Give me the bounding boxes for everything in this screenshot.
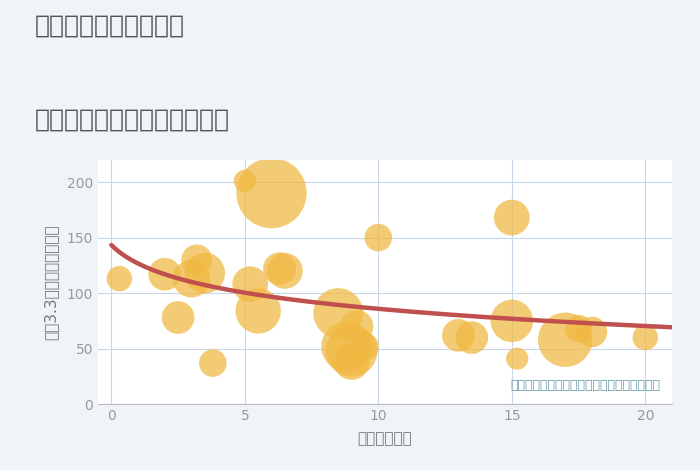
Point	[453, 331, 464, 339]
Point	[640, 334, 651, 341]
Point	[191, 256, 202, 264]
Point	[199, 269, 211, 277]
Point	[159, 270, 170, 278]
Point	[207, 360, 218, 367]
Point	[506, 317, 517, 325]
Point	[573, 325, 584, 332]
Text: 駅距離別中古マンション価格: 駅距離別中古マンション価格	[35, 108, 230, 132]
X-axis label: 駅距離（分）: 駅距離（分）	[358, 431, 412, 446]
Y-axis label: 坪（3.3㎡）単価（万円）: 坪（3.3㎡）単価（万円）	[43, 224, 58, 340]
Point	[359, 343, 370, 350]
Point	[279, 267, 290, 274]
Point	[506, 214, 517, 221]
Point	[346, 358, 357, 366]
Point	[466, 334, 477, 341]
Point	[186, 275, 197, 282]
Text: 千葉県富津市障子谷の: 千葉県富津市障子谷の	[35, 14, 185, 38]
Point	[559, 336, 570, 344]
Point	[114, 275, 125, 282]
Point	[341, 343, 352, 350]
Point	[244, 281, 256, 288]
Point	[274, 265, 285, 273]
Point	[346, 347, 357, 355]
Point	[351, 323, 363, 330]
Point	[239, 177, 251, 185]
Point	[587, 328, 598, 336]
Point	[512, 355, 523, 362]
Point	[266, 189, 277, 197]
Point	[172, 314, 183, 321]
Point	[332, 309, 344, 317]
Point	[253, 307, 264, 314]
Point	[372, 234, 384, 241]
Text: 円の大きさは、取引のあった物件面積を示す: 円の大きさは、取引のあった物件面積を示す	[510, 379, 661, 392]
